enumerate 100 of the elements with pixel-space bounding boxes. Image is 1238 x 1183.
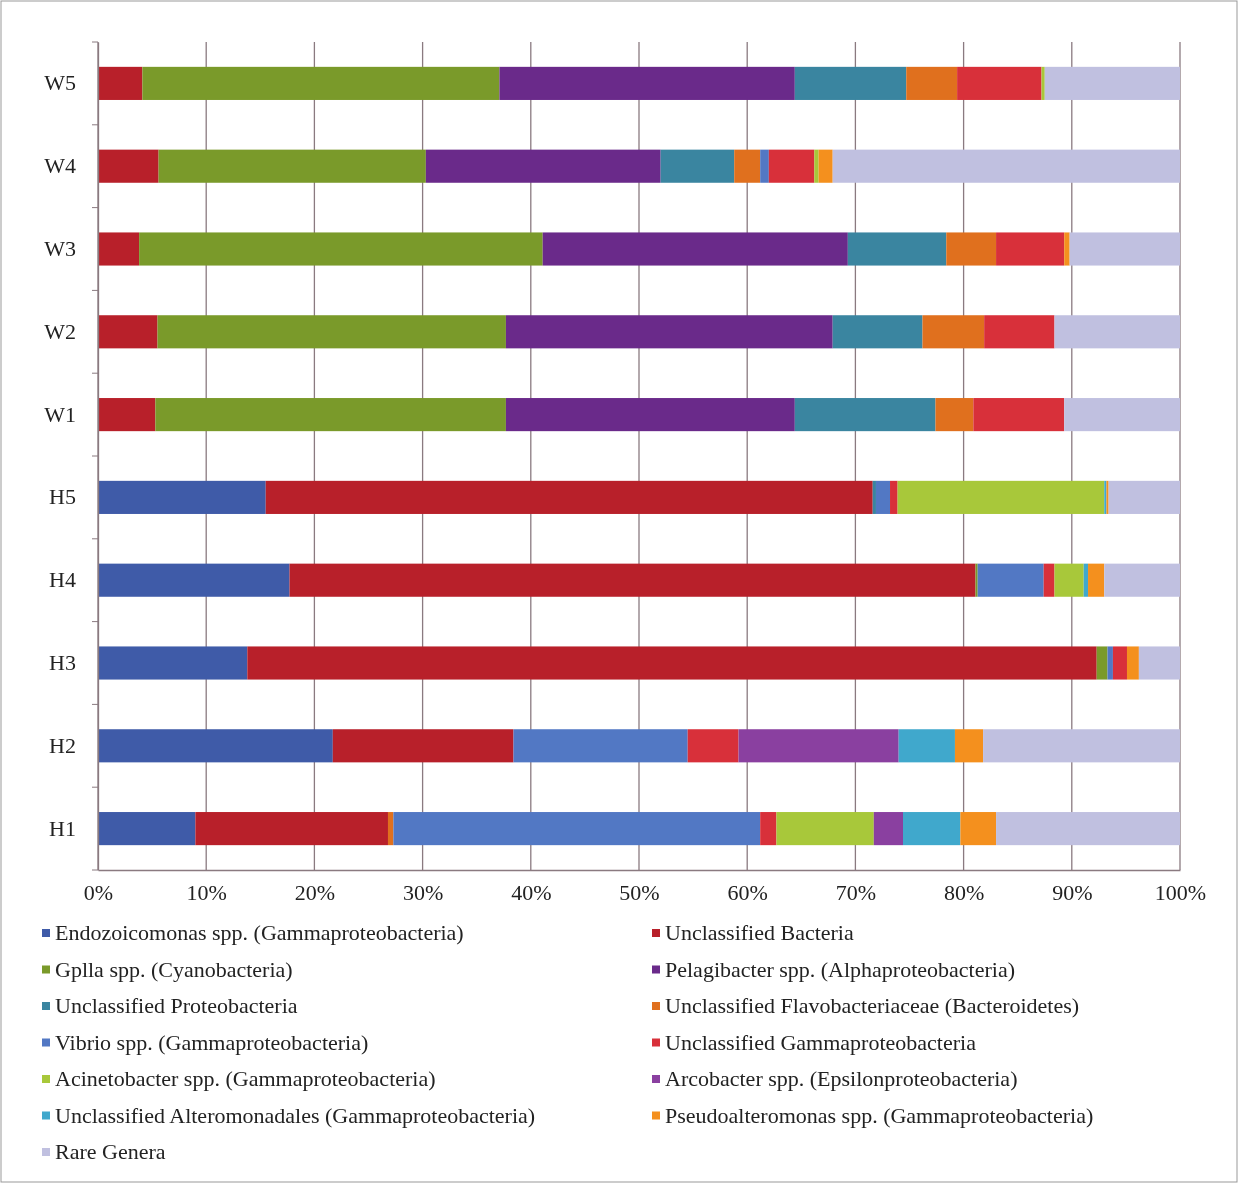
bar [906, 66, 958, 100]
bar [1096, 646, 1108, 680]
x-tick-label: 90% [1052, 879, 1093, 905]
y-tick-label: H5 [49, 484, 76, 510]
bar [98, 646, 248, 680]
bar [425, 149, 661, 183]
bar [98, 729, 333, 763]
x-tick-label: 10% [186, 879, 227, 905]
legend-label: Vibrio spp. (Gammaproteobacteria) [55, 1029, 369, 1055]
bar [1108, 480, 1180, 514]
bar [387, 812, 394, 846]
legend-label: Unclassified Alteromonadales (Gammaproteobacteria) [55, 1102, 536, 1128]
bar [957, 66, 1042, 100]
bar [142, 66, 500, 100]
bar [98, 812, 196, 846]
bar [98, 480, 266, 514]
x-tick-label: 30% [402, 879, 444, 905]
bar [734, 149, 761, 183]
bar [996, 812, 1180, 846]
bar [1138, 646, 1180, 680]
x-tick-label: 80% [943, 879, 985, 905]
y-tick-label: H2 [49, 732, 76, 758]
y-tick-label: H4 [49, 567, 76, 593]
legend-label: Pelagibacter spp. (Alphaproteobacteria) [665, 956, 1016, 982]
bar [760, 149, 769, 183]
legend-label: Unclassified Flavobacteriaceae (Bacteroidetes) [665, 993, 1080, 1018]
bar [1043, 563, 1055, 597]
bar [954, 729, 984, 763]
bar [977, 563, 1044, 597]
bar [890, 480, 898, 514]
bar [247, 646, 1097, 680]
bar [1083, 563, 1089, 597]
bar [98, 66, 143, 100]
bar [660, 149, 735, 183]
bar [814, 149, 819, 183]
bar [155, 398, 506, 432]
bar [973, 398, 1065, 432]
bar [98, 398, 156, 432]
bar [98, 563, 290, 597]
x-tick-label: 0% [83, 879, 114, 905]
bar [157, 315, 506, 349]
bar [760, 812, 777, 846]
bar [903, 812, 961, 846]
legend-label: Endozoicomonas spp. (Gammaproteobacteria) [55, 920, 464, 945]
y-tick-label: W5 [44, 70, 76, 96]
bar [996, 232, 1065, 266]
bar [1054, 315, 1180, 349]
x-tick-label: 40% [511, 879, 552, 905]
bar [1054, 563, 1084, 597]
bar [1104, 563, 1180, 597]
legend-label: Unclassified Proteobacteria [55, 993, 298, 1018]
bar [1064, 232, 1070, 266]
bar [946, 232, 997, 266]
bar [898, 729, 955, 763]
bar [542, 232, 848, 266]
bar [1112, 646, 1127, 680]
legend-label: Unclassified Gammaproteobacteria [665, 1029, 977, 1055]
bar [98, 232, 140, 266]
x-tick-label: 50% [619, 879, 660, 905]
bar [818, 149, 833, 183]
bar [158, 149, 426, 183]
bar [505, 315, 833, 349]
bar [922, 315, 985, 349]
x-tick-label: 100% [1154, 879, 1207, 905]
bar [513, 729, 688, 763]
legend-label: Gplla spp. (Cyanobacteria) [55, 956, 293, 982]
bar [873, 812, 904, 846]
bar [332, 729, 514, 763]
bar [1041, 66, 1045, 100]
y-tick-label: W4 [44, 153, 76, 179]
bar [98, 315, 158, 349]
bar [1069, 232, 1180, 266]
bar [983, 729, 1180, 763]
bar [768, 149, 815, 183]
legend-label: Unclassified Bacteria [665, 920, 854, 945]
bar [499, 66, 795, 100]
y-tick-label: W2 [44, 318, 76, 344]
bar [975, 563, 978, 597]
bar [794, 398, 936, 432]
bar [1126, 646, 1139, 680]
x-tick-label: 70% [835, 879, 877, 905]
bar [960, 812, 997, 846]
legend-label: Rare Genera [55, 1139, 166, 1164]
bar [794, 66, 907, 100]
bar [139, 232, 543, 266]
bar [847, 232, 947, 266]
bar [1107, 646, 1113, 680]
bar [1088, 563, 1105, 597]
bar [195, 812, 388, 846]
bar [1064, 398, 1180, 432]
bar [875, 480, 891, 514]
bar [1044, 66, 1180, 100]
bar [872, 480, 876, 514]
legend-label: Arcobacter spp. (Epsilonproteobacteria) [665, 1066, 1018, 1091]
bar [984, 315, 1055, 349]
legend-label: Acinetobacter spp. (Gammaproteobacteria) [55, 1066, 436, 1091]
bar [393, 812, 761, 846]
bar [289, 563, 976, 597]
y-tick-label: H3 [49, 650, 76, 676]
bar [832, 149, 1180, 183]
